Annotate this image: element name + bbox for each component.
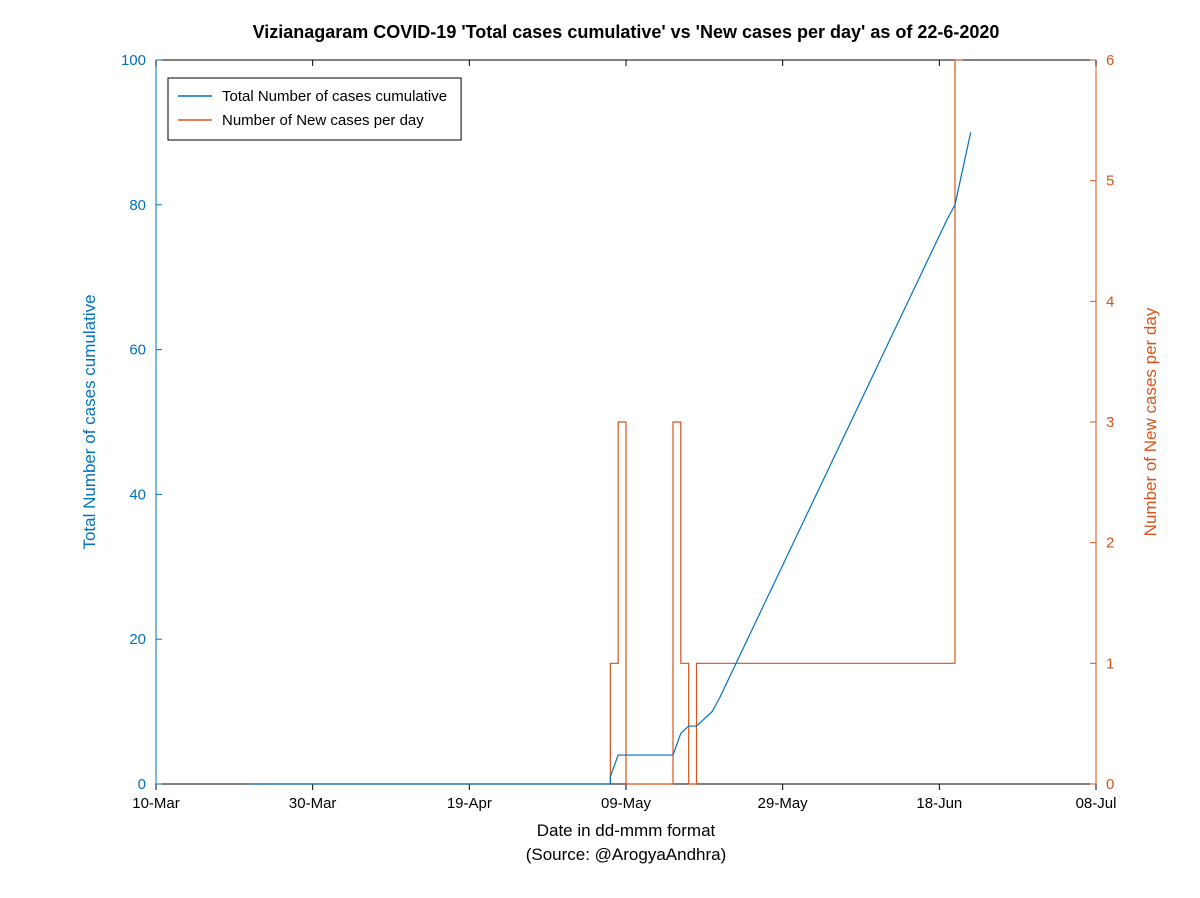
- y-right-tick-label: 4: [1106, 293, 1114, 310]
- x-tick-label: 18-Jun: [916, 795, 962, 812]
- y-left-tick-label: 80: [129, 197, 146, 214]
- chart-title: Vizianagaram COVID-19 'Total cases cumul…: [253, 22, 1000, 42]
- y-left-tick-label: 0: [138, 776, 146, 793]
- x-tick-label: 29-May: [758, 795, 809, 812]
- x-tick-label: 10-Mar: [132, 795, 180, 812]
- legend-label: Number of New cases per day: [222, 112, 424, 129]
- y-right-tick-label: 1: [1106, 655, 1114, 672]
- x-tick-label: 30-Mar: [289, 795, 337, 812]
- y-right-tick-label: 0: [1106, 776, 1114, 793]
- y-left-tick-label: 40: [129, 486, 146, 503]
- x-axis-label-2: (Source: @ArogyaAndhra): [526, 845, 727, 864]
- series-new-cases: [250, 60, 963, 784]
- y-left-tick-label: 20: [129, 631, 146, 648]
- y-left-tick-label: 100: [121, 52, 146, 69]
- y-right-tick-label: 6: [1106, 52, 1114, 69]
- x-tick-label: 09-May: [601, 795, 652, 812]
- y-right-label: Number of New cases per day: [1141, 307, 1160, 536]
- legend-label: Total Number of cases cumulative: [222, 88, 447, 105]
- x-tick-label: 08-Jul: [1076, 795, 1117, 812]
- y-right-tick-label: 2: [1106, 535, 1114, 552]
- y-right-tick-label: 5: [1106, 173, 1114, 190]
- x-axis-label-1: Date in dd-mmm format: [537, 821, 716, 840]
- chart-container: 10-Mar 30-Mar 19-Apr 09-May 29-May 18-Jun 08-J…: [0, 0, 1200, 898]
- y-right-tick-label: 3: [1106, 414, 1114, 431]
- x-tick-label: 19-Apr: [447, 795, 492, 812]
- y-left-label: Total Number of cases cumulative: [80, 294, 99, 549]
- y-left-tick-label: 60: [129, 342, 146, 359]
- covid-chart: 10-Mar 30-Mar 19-Apr 09-May 29-May 18-Jun 08-J…: [0, 0, 1200, 898]
